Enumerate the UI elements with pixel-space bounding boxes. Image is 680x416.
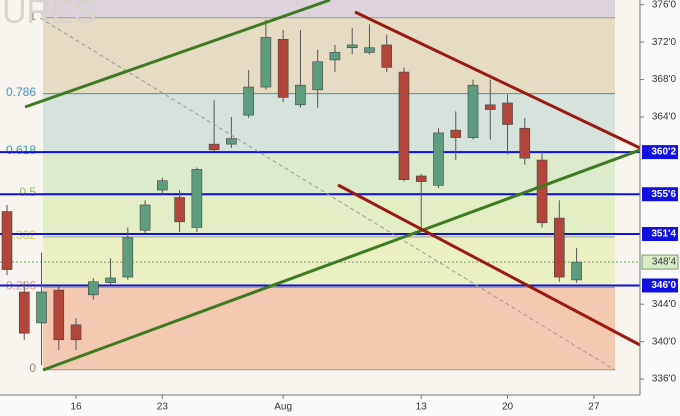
trend-line xyxy=(24,0,331,109)
candle-body xyxy=(70,324,82,341)
candle-body xyxy=(260,37,272,88)
fib-label: 0.618 xyxy=(6,143,36,157)
candle-body xyxy=(329,52,341,61)
fib-band xyxy=(43,287,615,370)
candle-body xyxy=(88,281,99,296)
candle-body xyxy=(53,289,65,341)
candle-body xyxy=(277,39,289,98)
level-label: 360'2 xyxy=(651,147,676,158)
fib-band xyxy=(43,17,615,94)
last-price-label: 348'4 xyxy=(652,257,677,268)
candle-body xyxy=(364,47,375,53)
fib-label: 0 xyxy=(29,361,36,375)
candle-body xyxy=(415,175,427,182)
candle-body xyxy=(519,127,531,159)
y-tick-label: 368'0 xyxy=(652,74,677,85)
y-tick-label: 340'0 xyxy=(652,336,677,347)
candle-body xyxy=(243,86,254,116)
level-label-box xyxy=(642,227,678,242)
candle-body xyxy=(312,61,323,91)
candle-body xyxy=(484,104,496,110)
plot xyxy=(0,19,640,366)
y-axis-panel xyxy=(640,0,680,416)
y-tick-label: 372'0 xyxy=(652,37,677,48)
candle-body xyxy=(571,261,582,281)
candle-body xyxy=(18,291,30,334)
fib-label: 0.5 xyxy=(19,185,36,199)
candle-body xyxy=(450,129,462,138)
watermark: URES xyxy=(2,0,96,31)
x-tick-label: 13 xyxy=(416,402,428,413)
candle-body xyxy=(346,44,358,49)
level-label-box xyxy=(642,187,678,202)
y-tick-label: 336'0 xyxy=(652,374,677,385)
candle-body xyxy=(381,44,393,68)
fib-band xyxy=(43,0,615,18)
candle-body xyxy=(295,84,306,106)
x-tick-label: Aug xyxy=(274,402,292,413)
candle-body xyxy=(157,180,168,191)
fib-band xyxy=(43,193,615,237)
candle-body xyxy=(36,291,47,324)
fib-band xyxy=(43,151,615,194)
y-tick-label: 344'0 xyxy=(652,299,677,310)
candle-body xyxy=(226,138,237,145)
candle-body xyxy=(398,71,410,181)
level-label: 351'4 xyxy=(651,229,676,240)
level-label: 346'0 xyxy=(651,280,676,291)
x-tick-label: 23 xyxy=(157,402,169,413)
candle-body xyxy=(502,102,513,125)
y-tick-label: 364'0 xyxy=(652,112,677,123)
x-tick-label: 27 xyxy=(588,402,600,413)
candle-body xyxy=(208,143,220,151)
trend-line xyxy=(42,148,641,372)
candle-body xyxy=(191,169,203,228)
trend-line xyxy=(354,10,641,150)
candle-body xyxy=(1,211,13,270)
level-label-box xyxy=(642,278,678,293)
level-label-box xyxy=(642,145,678,160)
trend-line xyxy=(337,183,641,347)
x-tick-label: 20 xyxy=(502,402,514,413)
candle-body xyxy=(536,159,548,224)
x-tick-label: 16 xyxy=(70,402,82,413)
candle-body xyxy=(139,204,151,231)
last-price-box xyxy=(641,254,679,270)
x-axis-panel xyxy=(0,395,640,416)
candle-body xyxy=(105,277,116,283)
candle-body xyxy=(554,217,565,278)
fib-label: 0.786 xyxy=(6,85,36,99)
candle-body xyxy=(174,197,185,223)
level-label: 355'6 xyxy=(651,189,676,200)
candle-body xyxy=(122,237,134,278)
candle-body xyxy=(467,84,479,138)
fib-label: 1 xyxy=(29,9,36,23)
candle-body xyxy=(433,132,444,186)
y-tick-label: 376'0 xyxy=(652,0,677,10)
diagonal-guide xyxy=(39,17,616,371)
